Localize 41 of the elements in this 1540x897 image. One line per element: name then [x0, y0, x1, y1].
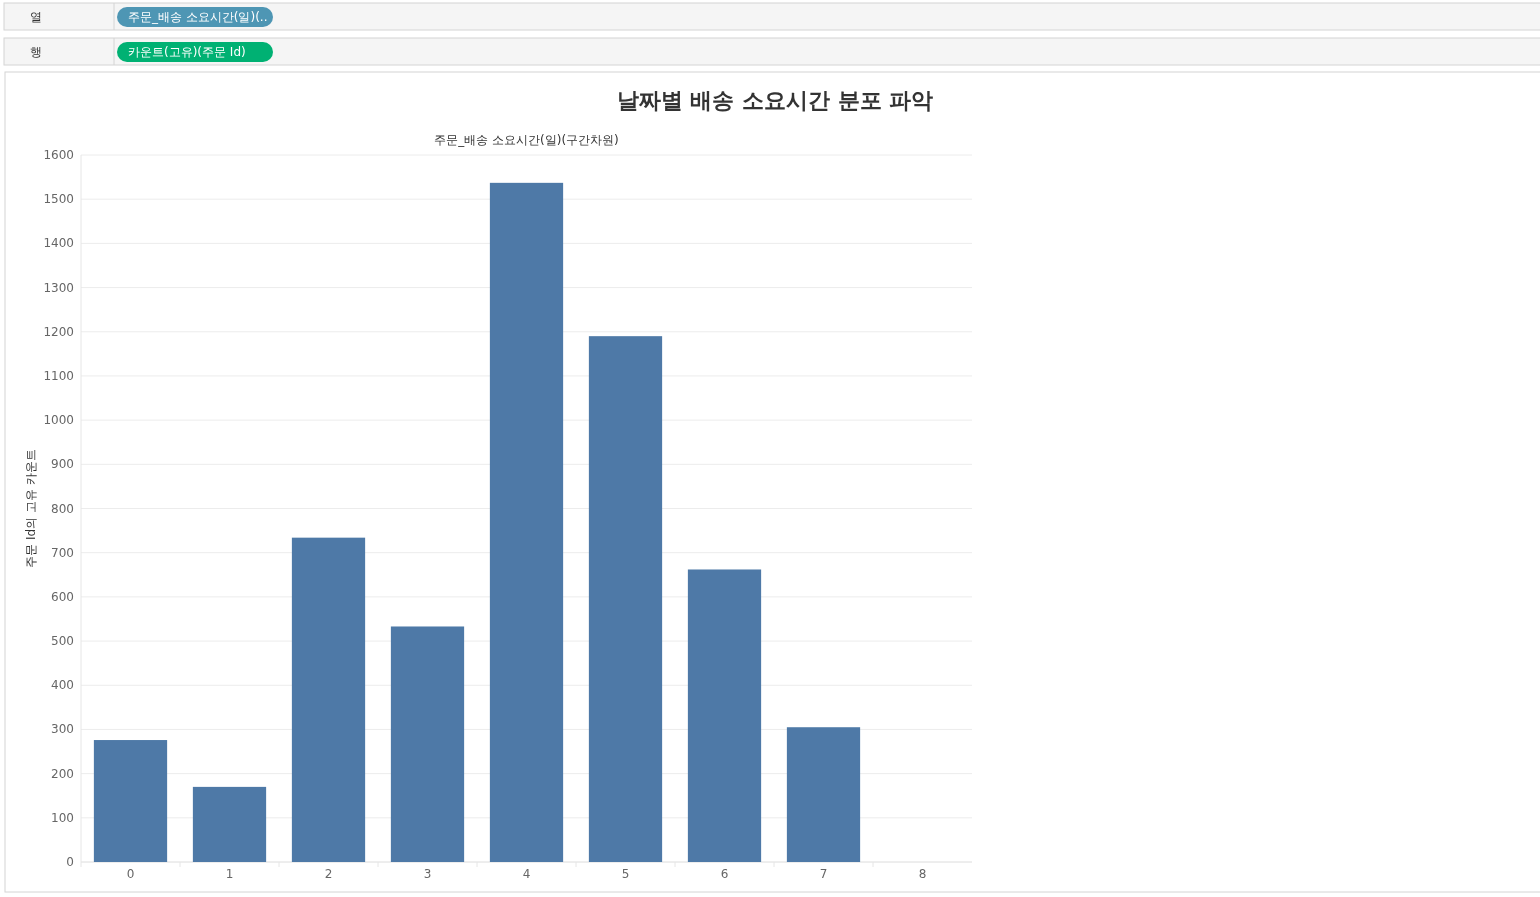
- text: 카운트(고유)(주문 Id): [128, 45, 246, 59]
- bar: [390, 626, 465, 862]
- y-tick-label: 0: [66, 855, 74, 869]
- bar: [786, 727, 861, 862]
- y-tick-label: 800: [51, 501, 74, 516]
- y-tick-label: 1500: [43, 192, 74, 207]
- x-tick-label: 3: [423, 867, 432, 881]
- y-axis-title: 주문 Id의 고유 카운트: [24, 449, 38, 568]
- text: 열: [30, 10, 42, 24]
- chart-title: 날짜별 배송 소요시간 분포 파악: [616, 88, 934, 113]
- bar: [291, 537, 366, 862]
- y-tick-label: 1200: [43, 324, 74, 339]
- text: 주문_배송 소요시간(일)(..: [128, 10, 268, 24]
- y-tick-label: 300: [51, 722, 74, 737]
- bar: [93, 740, 168, 862]
- y-tick-label: 1100: [43, 368, 74, 383]
- bar: [192, 786, 267, 862]
- y-tick-label: 200: [51, 766, 74, 781]
- x-tick-label: 6: [720, 867, 729, 881]
- y-tick-label: 1300: [43, 280, 74, 295]
- text: 행: [30, 45, 42, 59]
- y-tick-label: 900: [51, 457, 74, 472]
- x-tick-label: 7: [819, 867, 828, 881]
- x-tick-label: 4: [522, 867, 531, 881]
- bar: [687, 569, 762, 862]
- x-tick-label: 0: [126, 867, 135, 881]
- y-tick-label: 1600: [43, 148, 74, 162]
- x-tick-label: 1: [225, 867, 234, 881]
- y-tick-label: 500: [51, 634, 74, 649]
- bar: [588, 336, 663, 862]
- y-tick-label: 1400: [43, 236, 74, 251]
- y-tick-label: 600: [51, 589, 74, 604]
- y-tick-label: 700: [51, 545, 74, 560]
- x-tick-label: 5: [621, 867, 630, 881]
- bar: [489, 182, 564, 862]
- x-tick-label: 8: [918, 867, 927, 881]
- y-tick-label: 400: [51, 678, 74, 693]
- x-tick-label: 2: [324, 867, 333, 881]
- y-tick-label: 100: [51, 810, 74, 825]
- y-tick-label: 1000: [43, 413, 74, 428]
- x-axis-title: 주문_배송 소요시간(일)(구간차원): [434, 133, 619, 147]
